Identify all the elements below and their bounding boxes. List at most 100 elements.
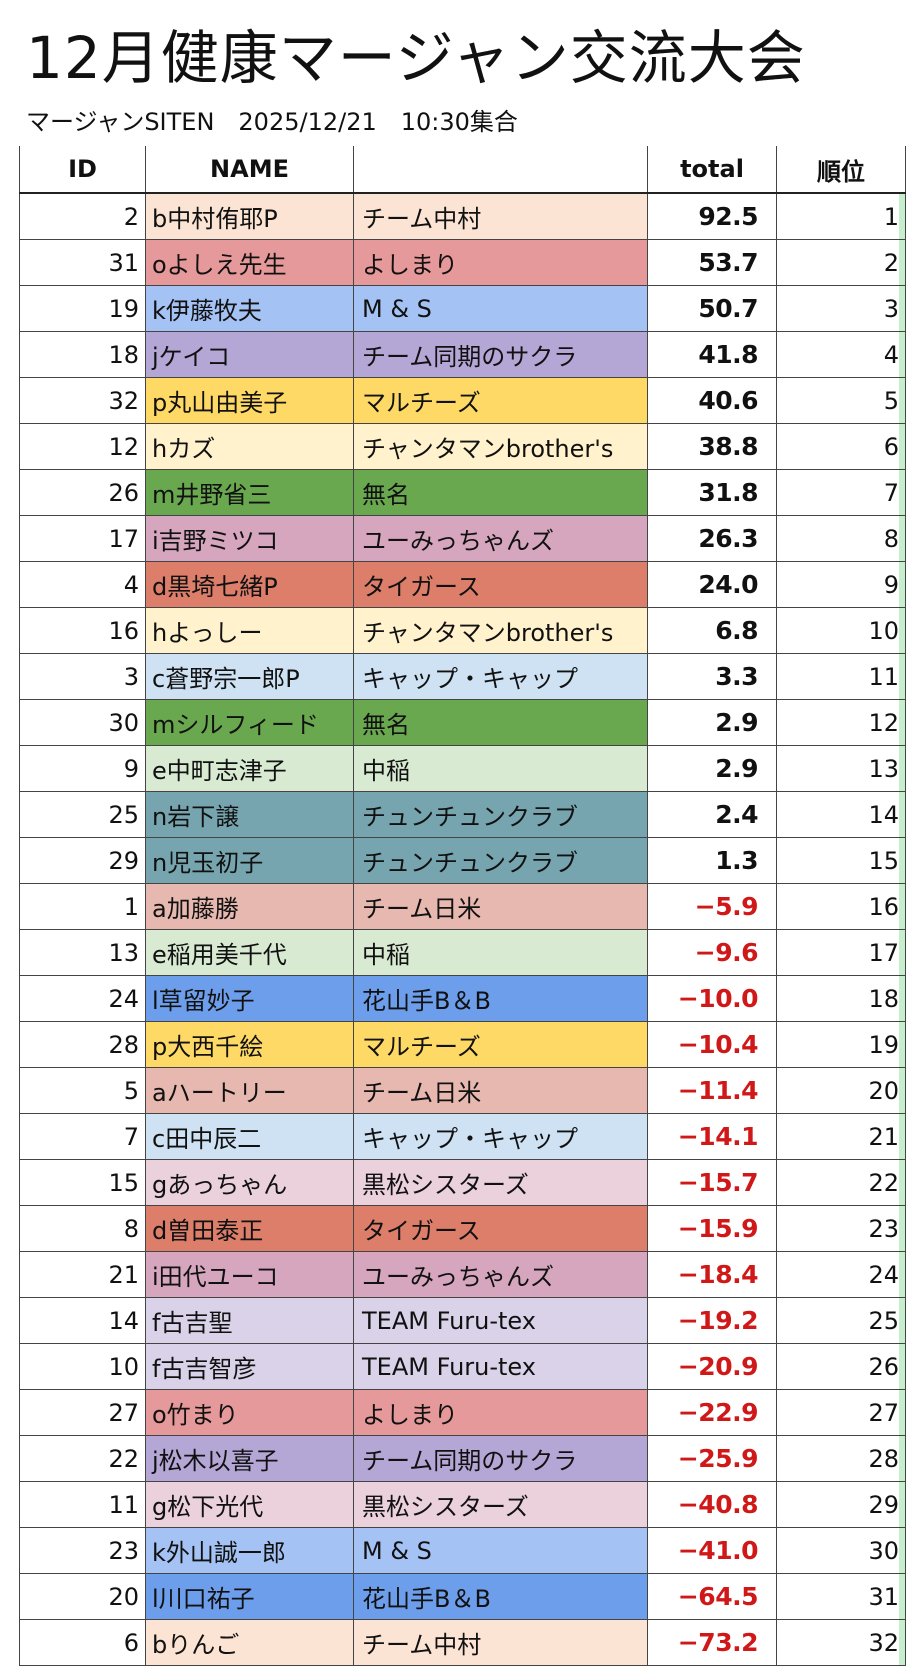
row-name-cell: f古吉智彦 (145, 1343, 354, 1390)
row-rank-cell: 8 (776, 515, 906, 562)
results-table: ID NAME total 順位 2 b中村侑耶P チーム中村 92.5 1 31 oよしえ… (19, 146, 906, 1666)
adjacent-column-edge (899, 1252, 905, 1297)
row-id-cell: 8 (19, 1205, 146, 1252)
row-team-cell: 無名 (353, 699, 648, 746)
row-name-cell: i吉野ミツコ (145, 515, 354, 562)
row-team-cell: チャンタマンbrother's (353, 423, 648, 470)
table-row: 23 k外山誠一郎 M & S −41.0 30 (19, 1527, 906, 1574)
adjacent-column-edge (899, 1068, 905, 1113)
row-name-cell: aハートリー (145, 1067, 354, 1114)
row-rank-cell: 29 (776, 1481, 906, 1528)
adjacent-column-edge (899, 240, 905, 285)
table-row: 30 mシルフィード 無名 2.9 12 (19, 699, 906, 746)
row-rank-cell: 10 (776, 607, 906, 654)
adjacent-column-edge (899, 1206, 905, 1251)
row-total-cell: −22.9 (647, 1389, 777, 1436)
adjacent-column-edge (899, 654, 905, 699)
table-row: 1 a加藤勝 チーム日米 −5.9 16 (19, 883, 906, 930)
row-total-cell: −41.0 (647, 1527, 777, 1574)
table-row: 18 jケイコ チーム同期のサクラ 41.8 4 (19, 331, 906, 378)
column-header-name: NAME (145, 146, 354, 194)
row-name-cell: p大西千絵 (145, 1021, 354, 1068)
row-id-cell: 12 (19, 423, 146, 470)
row-total-cell: −11.4 (647, 1067, 777, 1114)
row-team-cell: タイガース (353, 561, 648, 608)
row-team-cell: チュンチュンクラブ (353, 791, 648, 838)
table-row: 20 l川口祐子 花山手B＆B −64.5 31 (19, 1573, 906, 1620)
adjacent-column-edge (899, 1620, 905, 1665)
adjacent-column-edge (899, 470, 905, 515)
row-rank-cell: 2 (776, 239, 906, 286)
table-row: 7 c田中辰二 キャップ・キャップ −14.1 21 (19, 1113, 906, 1160)
adjacent-column-edge (899, 1482, 905, 1527)
row-id-cell: 11 (19, 1481, 146, 1528)
row-rank-cell: 15 (776, 837, 906, 884)
adjacent-column-edge (899, 746, 905, 791)
row-name-cell: gあっちゃん (145, 1159, 354, 1206)
row-rank-cell: 5 (776, 377, 906, 424)
table-row: 32 p丸山由美子 マルチーズ 40.6 5 (19, 377, 906, 424)
row-id-cell: 7 (19, 1113, 146, 1160)
table-row: 25 n岩下譲 チュンチュンクラブ 2.4 14 (19, 791, 906, 838)
row-team-cell: ユーみっちゃんズ (353, 515, 648, 562)
row-team-cell: チーム中村 (353, 1619, 648, 1666)
row-id-cell: 26 (19, 469, 146, 516)
row-name-cell: k外山誠一郎 (145, 1527, 354, 1574)
table-row: 12 hカズ チャンタマンbrother's 38.8 6 (19, 423, 906, 470)
adjacent-column-edge (899, 516, 905, 561)
table-row: 8 d曽田泰正 タイガース −15.9 23 (19, 1205, 906, 1252)
table-row: 9 e中町志津子 中稲 2.9 13 (19, 745, 906, 792)
row-id-cell: 4 (19, 561, 146, 608)
row-id-cell: 27 (19, 1389, 146, 1436)
column-header-total: total (647, 146, 777, 194)
row-name-cell: g松下光代 (145, 1481, 354, 1528)
table-row: 21 i田代ユーコ ユーみっちゃんズ −18.4 24 (19, 1251, 906, 1298)
row-total-cell: 41.8 (647, 331, 777, 378)
row-total-cell: 40.6 (647, 377, 777, 424)
row-rank-cell: 18 (776, 975, 906, 1022)
table-row: 10 f古吉智彦 TEAM Furu-tex −20.9 26 (19, 1343, 906, 1390)
row-rank-cell: 30 (776, 1527, 906, 1574)
row-name-cell: o竹まり (145, 1389, 354, 1436)
adjacent-column-edge (899, 1344, 905, 1389)
row-id-cell: 24 (19, 975, 146, 1022)
row-rank-cell: 17 (776, 929, 906, 976)
row-rank-cell: 12 (776, 699, 906, 746)
row-id-cell: 18 (19, 331, 146, 378)
row-total-cell: −73.2 (647, 1619, 777, 1666)
row-total-cell: −14.1 (647, 1113, 777, 1160)
adjacent-column-edge (899, 1390, 905, 1435)
table-row: 5 aハートリー チーム日米 −11.4 20 (19, 1067, 906, 1114)
row-rank-cell: 1 (776, 192, 906, 240)
table-row: 14 f古吉聖 TEAM Furu-tex −19.2 25 (19, 1297, 906, 1344)
row-team-cell: タイガース (353, 1205, 648, 1252)
row-id-cell: 32 (19, 377, 146, 424)
adjacent-column-edge (899, 700, 905, 745)
table-row: 2 b中村侑耶P チーム中村 92.5 1 (19, 192, 906, 240)
row-team-cell: 花山手B＆B (353, 975, 648, 1022)
row-rank-cell: 7 (776, 469, 906, 516)
row-name-cell: m井野省三 (145, 469, 354, 516)
row-total-cell: −15.7 (647, 1159, 777, 1206)
row-rank-cell: 21 (776, 1113, 906, 1160)
row-total-cell: −25.9 (647, 1435, 777, 1482)
row-name-cell: c蒼野宗一郎P (145, 653, 354, 700)
table-row: 13 e稲用美千代 中稲 −9.6 17 (19, 929, 906, 976)
row-total-cell: 6.8 (647, 607, 777, 654)
row-rank-cell: 32 (776, 1619, 906, 1666)
row-team-cell: 中稲 (353, 745, 648, 792)
row-id-cell: 14 (19, 1297, 146, 1344)
row-name-cell: k伊藤牧夫 (145, 285, 354, 332)
adjacent-column-edge (899, 286, 905, 331)
row-id-cell: 5 (19, 1067, 146, 1114)
row-team-cell: ユーみっちゃんズ (353, 1251, 648, 1298)
adjacent-column-edge (899, 884, 905, 929)
row-name-cell: f古吉聖 (145, 1297, 354, 1344)
row-id-cell: 20 (19, 1573, 146, 1620)
row-rank-cell: 6 (776, 423, 906, 470)
table-row: 27 o竹まり よしまり −22.9 27 (19, 1389, 906, 1436)
adjacent-column-edge (899, 332, 905, 377)
row-rank-cell: 27 (776, 1389, 906, 1436)
row-name-cell: bりんご (145, 1619, 354, 1666)
table-row: 19 k伊藤牧夫 M & S 50.7 3 (19, 285, 906, 332)
